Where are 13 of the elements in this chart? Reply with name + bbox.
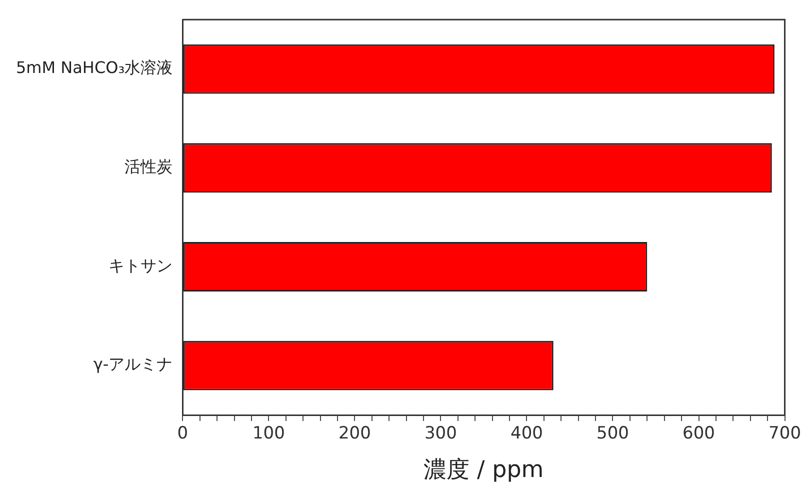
x-tick-label: 700: [768, 424, 802, 444]
x-axis-title: 濃度 / ppm: [424, 457, 544, 484]
x-tick-label: 100: [252, 424, 285, 444]
x-tick-label: 400: [510, 424, 543, 444]
y-tick-label: 活性炭: [124, 157, 173, 176]
y-tick-label: γ-アルミナ: [93, 354, 173, 374]
x-tick-label: 0: [177, 424, 188, 444]
x-tick-label: 600: [682, 424, 715, 444]
x-tick-label: 500: [596, 424, 629, 444]
x-tick-label: 300: [424, 424, 457, 444]
y-tick-label: 5mM NaHCO₃水溶液: [16, 58, 173, 78]
x-tick-label: 200: [338, 424, 371, 444]
y-tick-label: キトサン: [108, 256, 173, 275]
